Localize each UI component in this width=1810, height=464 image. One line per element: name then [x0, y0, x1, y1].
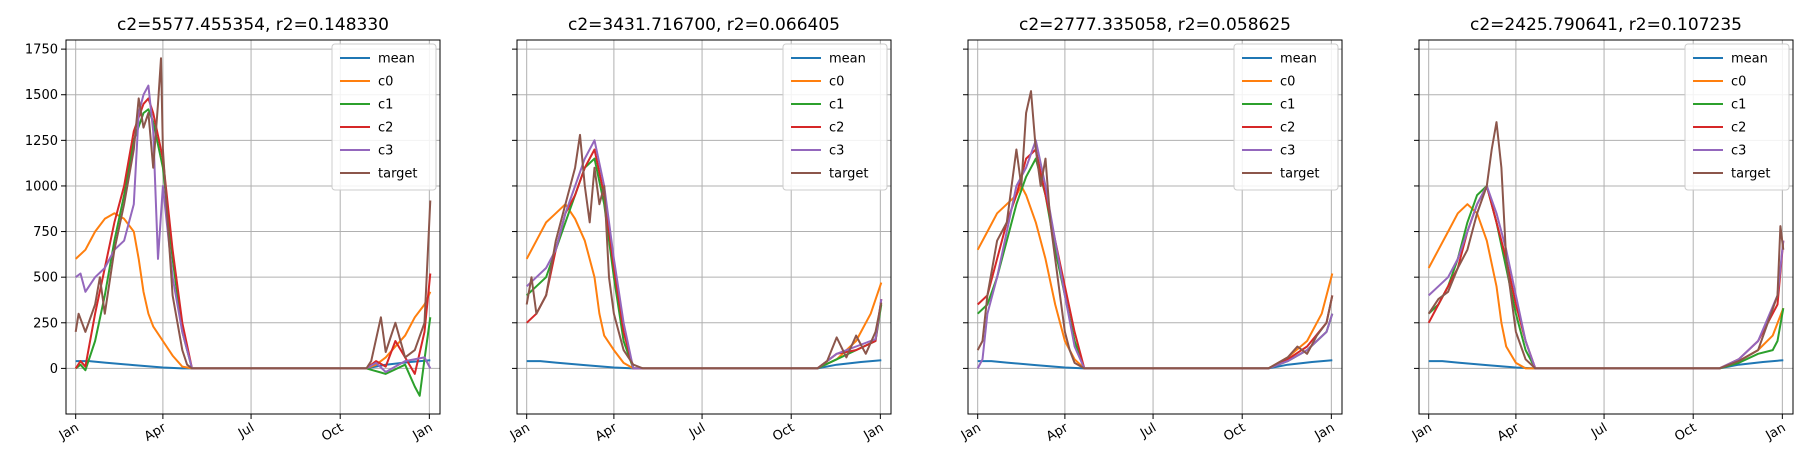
- x-tick-label: Jan: [1763, 420, 1789, 444]
- axes-frame: [516, 39, 892, 415]
- legend-label-c3: c3: [1731, 144, 1746, 159]
- x-tick-label: Jul: [1137, 420, 1159, 441]
- legend: mean c0 c1 c2 c3 target: [1233, 43, 1339, 191]
- y-tick-label: 250: [33, 316, 58, 331]
- legend-label-c2: c2: [1280, 121, 1295, 136]
- series-line-c1: [75, 108, 432, 397]
- series-line-c3: [75, 84, 432, 373]
- legend-label-c2: c2: [1731, 121, 1746, 136]
- series-line-mean: [526, 359, 882, 370]
- series-line-c0: [1427, 203, 1785, 370]
- x-tick-label: Apr: [1495, 420, 1523, 445]
- series-group: [976, 90, 1334, 370]
- x-tick-label: Jan: [958, 420, 984, 444]
- axes-frame: [967, 39, 1343, 415]
- series-group: [525, 133, 883, 370]
- legend-label-target: target: [829, 167, 869, 182]
- subplot-title: c2=2425.790641, r2=0.107235: [1470, 15, 1742, 35]
- x-tick-label: Jul: [1588, 420, 1610, 441]
- x-tick-label: Jan: [861, 420, 887, 444]
- legend-label-c3: c3: [378, 144, 393, 159]
- legend-label-c1: c1: [1731, 98, 1746, 113]
- x-tick-label: Jul: [686, 420, 708, 441]
- legend-label-c2: c2: [829, 121, 844, 136]
- x-tick-label: Oct: [319, 420, 346, 444]
- series-line-target: [1427, 121, 1785, 370]
- legend-label-c3: c3: [1280, 144, 1295, 159]
- y-tick-label: 1500: [25, 88, 58, 103]
- series-line-target: [74, 57, 432, 370]
- x-tick-label: Jan: [410, 420, 436, 444]
- legend-label-c2: c2: [378, 121, 393, 136]
- subplot-title: c2=5577.455354, r2=0.148330: [117, 15, 389, 35]
- subplot-2: c2=3431.716700, r2=0.066405 Jan Apr Jul Oct J…: [507, 15, 892, 445]
- x-tick-label: Oct: [1672, 420, 1699, 444]
- y-tick-label: 1750: [25, 43, 58, 58]
- x-tick-label: Jan: [1409, 420, 1435, 444]
- subplot-title: c2=3431.716700, r2=0.066405: [568, 15, 840, 35]
- series-line-target: [525, 133, 883, 370]
- x-tick-label: Jul: [235, 420, 257, 441]
- x-tick-label: Apr: [142, 420, 170, 445]
- axes-frame: [1418, 39, 1794, 415]
- y-tick-label: 750: [33, 225, 58, 240]
- legend-label-c1: c1: [829, 98, 844, 113]
- x-tick-label: Oct: [770, 420, 797, 444]
- subplot-4: c2=2425.790641, r2=0.107235 Jan Apr Jul Oct J…: [1409, 15, 1794, 445]
- legend-label-c1: c1: [378, 98, 393, 113]
- series-line-mean: [75, 359, 431, 370]
- x-tick-label: Oct: [1221, 420, 1248, 444]
- legend: mean c0 c1 c2 c3 target: [782, 43, 888, 191]
- legend-label-mean: mean: [1731, 52, 1768, 67]
- legend-label-c0: c0: [378, 75, 393, 90]
- legend-label-target: target: [378, 167, 418, 182]
- x-tick-label: Jan: [507, 420, 533, 444]
- series-line-c0: [525, 203, 883, 370]
- series-line-mean: [977, 359, 1333, 370]
- series-line-target: [976, 90, 1334, 370]
- grid: [968, 40, 1342, 414]
- x-tick-label: Jan: [1312, 420, 1338, 444]
- y-tick-label: 1250: [25, 134, 58, 149]
- series-group: [1427, 121, 1785, 370]
- legend-label-mean: mean: [829, 52, 866, 67]
- legend-label-c0: c0: [829, 75, 844, 90]
- x-tick-label: Apr: [593, 420, 621, 445]
- subplot-3: c2=2777.335058, r2=0.058625 Jan Apr Jul Oct J…: [958, 15, 1343, 445]
- y-tick-label: 1000: [25, 179, 58, 194]
- subplot-1: c2=5577.455354, r2=0.148330 0 250 500 750 100…: [25, 15, 441, 445]
- x-tick-label: Apr: [1044, 420, 1072, 445]
- axes-frame: [65, 39, 441, 415]
- series-line-c0: [75, 212, 432, 370]
- x-tick-label: Jan: [56, 420, 82, 444]
- y-tick-label: 0: [50, 362, 58, 377]
- legend-label-mean: mean: [378, 52, 415, 67]
- legend-label-c0: c0: [1280, 75, 1295, 90]
- legend-label-target: target: [1280, 167, 1320, 182]
- legend-label-target: target: [1731, 167, 1771, 182]
- legend-label-c0: c0: [1731, 75, 1746, 90]
- legend-label-mean: mean: [1280, 52, 1317, 67]
- legend: mean c0 c1 c2 c3 target: [331, 43, 437, 191]
- subplot-title: c2=2777.335058, r2=0.058625: [1019, 15, 1291, 35]
- series-group: [74, 57, 432, 397]
- legend-label-c1: c1: [1280, 98, 1295, 113]
- legend-label-c3: c3: [829, 144, 844, 159]
- legend: mean c0 c1 c2 c3 target: [1684, 43, 1790, 191]
- y-tick-label: 500: [33, 271, 58, 286]
